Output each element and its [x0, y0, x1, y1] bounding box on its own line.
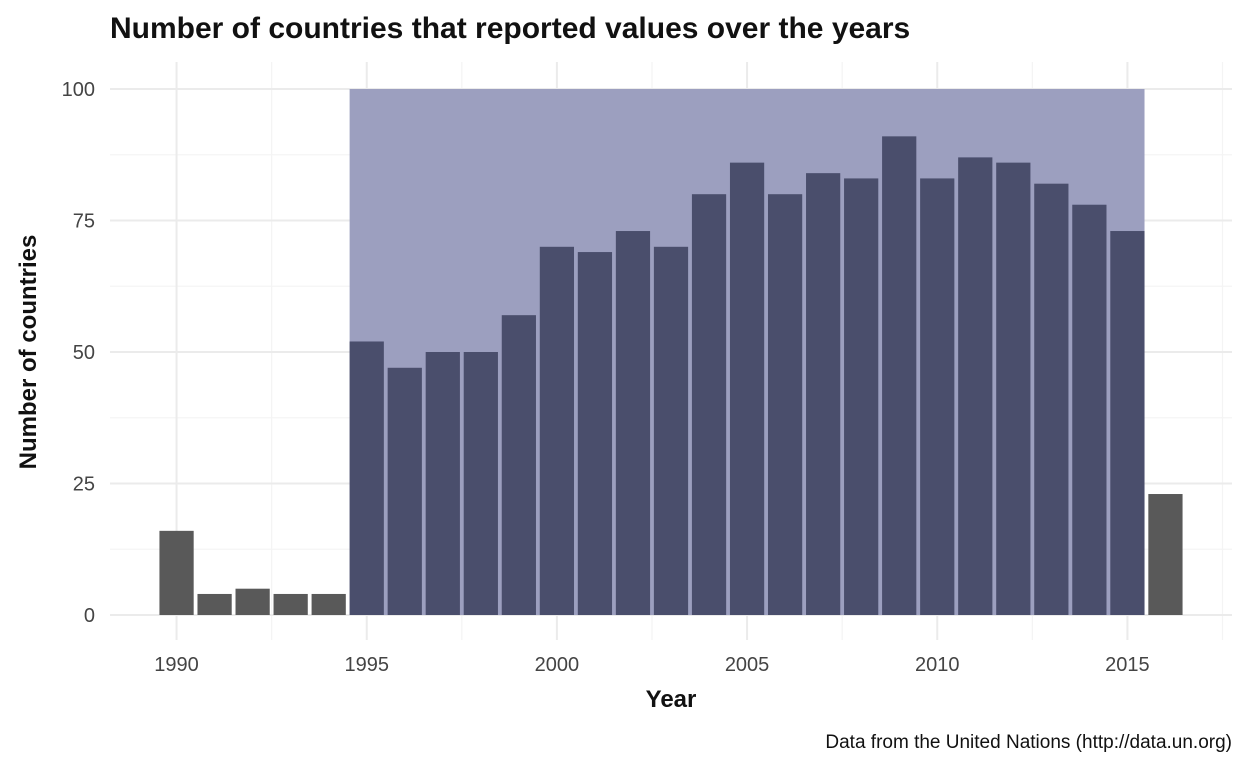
chart-title: Number of countries that reported values… [110, 12, 910, 45]
y-tick-label: 75 [73, 211, 95, 233]
x-tick-label: 2015 [1105, 654, 1150, 676]
bar-2005 [729, 162, 765, 615]
bar-1990 [159, 530, 194, 615]
bar-2015 [1110, 231, 1145, 615]
bar-2002 [615, 231, 651, 615]
bar-2014 [1072, 204, 1107, 615]
bar-2010 [920, 178, 955, 616]
x-tick-label: 2005 [725, 654, 770, 676]
x-tick-label: 2010 [915, 654, 960, 676]
x-tick-label: 1990 [154, 654, 199, 676]
bar-2004 [691, 194, 727, 615]
x-tick-label: 2000 [535, 654, 580, 676]
bar-1999 [501, 315, 536, 615]
y-tick-label: 100 [62, 79, 95, 101]
bar-2016 [1148, 494, 1183, 615]
y-tick-label: 25 [73, 474, 95, 496]
bar-2000 [539, 246, 575, 616]
bar-1997 [425, 352, 460, 615]
bars [159, 136, 1183, 616]
y-tick-label: 0 [84, 605, 95, 627]
y-axis-title: Number of countries [15, 235, 42, 470]
bar-2011 [958, 157, 993, 615]
bar-2013 [1034, 183, 1069, 615]
bar-2007 [806, 173, 841, 615]
bar-1993 [273, 593, 308, 615]
bar-2012 [996, 162, 1031, 615]
x-tick-label: 1995 [344, 654, 389, 676]
bar-1996 [387, 367, 422, 615]
caption: Data from the United Nations (http://dat… [825, 732, 1232, 753]
x-axis-ticks: 1990 1995 2000 2005 2010 2015 [154, 654, 1149, 676]
x-axis-title: Year [646, 686, 697, 713]
bar-2006 [767, 194, 803, 615]
bar-1991 [197, 593, 232, 615]
y-axis-ticks: 0 25 50 75 100 [62, 79, 95, 627]
bar-2003 [653, 246, 689, 616]
bar-1995 [349, 341, 384, 615]
bar-1994 [311, 593, 346, 615]
y-tick-label: 50 [73, 342, 95, 364]
bar-2009 [882, 136, 917, 615]
bar-2008 [844, 178, 879, 616]
bar-1998 [463, 352, 498, 615]
bar-1992 [235, 588, 270, 615]
bar-2001 [577, 252, 613, 615]
